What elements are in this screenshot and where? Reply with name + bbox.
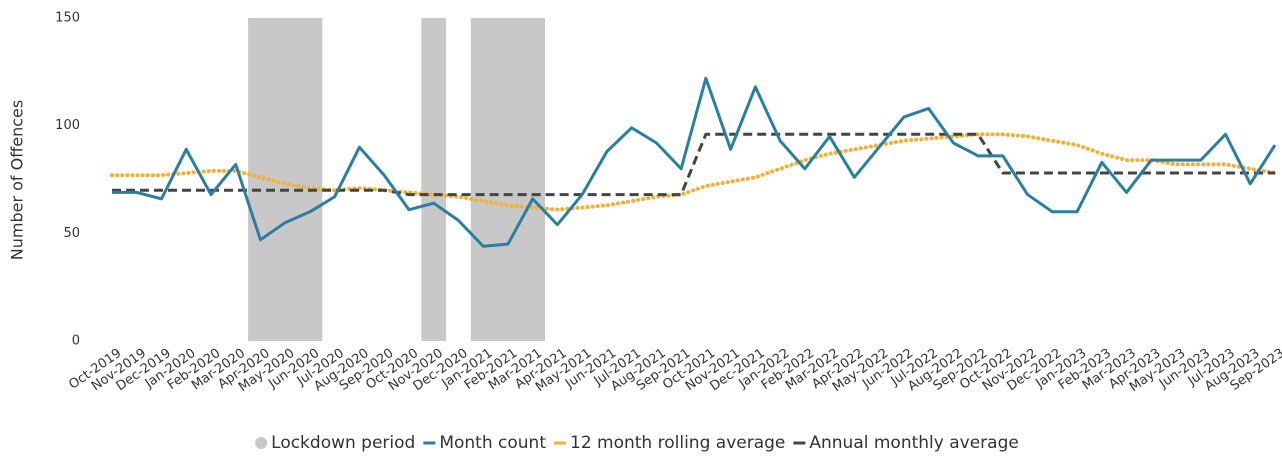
y-tick-label: 100 — [55, 118, 80, 133]
legend-label: Annual monthly average — [809, 433, 1018, 453]
lockdown-band — [248, 18, 323, 341]
series-line — [110, 132, 1277, 212]
series-line — [112, 132, 1275, 197]
legend-swatch — [255, 437, 268, 449]
y-tick-label: 50 — [63, 226, 80, 241]
y-tick-label: 0 — [72, 334, 80, 349]
legend-label: Month count — [439, 433, 546, 453]
legend-label: 12 month rolling average — [570, 433, 785, 453]
lockdown-band — [421, 18, 447, 341]
y-tick-label: 150 — [55, 11, 80, 26]
legend-label: Lockdown period — [271, 433, 415, 453]
lockdown-band — [470, 18, 546, 341]
series-line — [112, 76, 1277, 248]
y-axis-label: Number of Offences — [8, 100, 27, 260]
